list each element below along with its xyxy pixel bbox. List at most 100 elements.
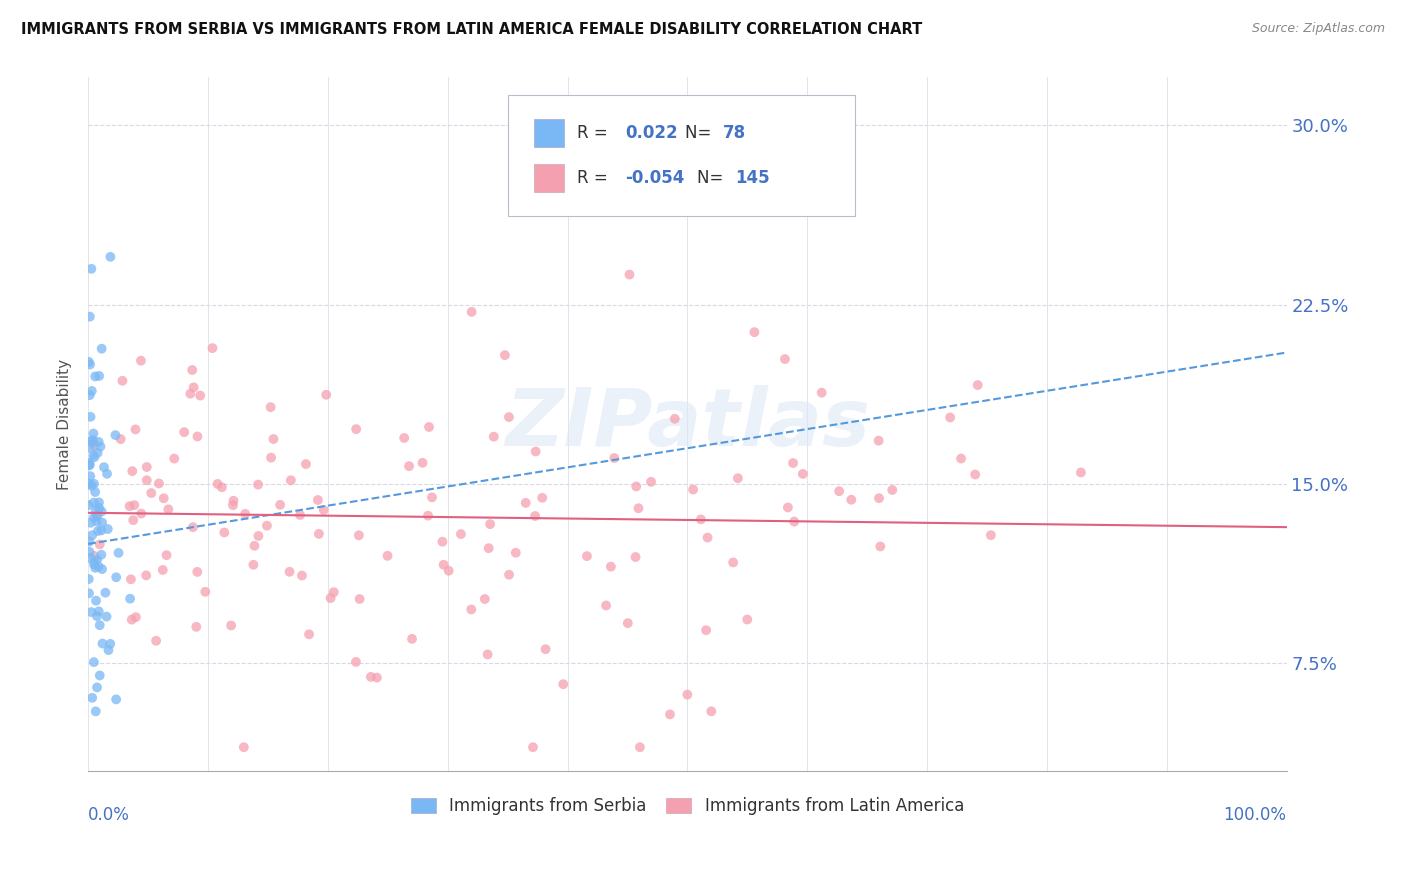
Point: [163, 451, 186, 466]
Point: [86, 446, 108, 460]
Point: [87, 500, 110, 515]
Point: [87, 604, 110, 618]
Point: [839, 492, 862, 507]
Point: [494, 348, 516, 362]
Point: [111, 374, 134, 388]
Point: [96, 609, 118, 624]
Point: [965, 467, 987, 482]
Point: [247, 477, 270, 491]
Point: [77, 498, 100, 512]
Point: [624, 549, 647, 564]
Point: [233, 507, 256, 521]
Point: [773, 352, 796, 367]
Point: [79, 516, 101, 530]
Point: [79, 310, 101, 324]
Point: [90, 342, 112, 356]
Point: [80, 384, 103, 398]
Point: [595, 599, 617, 613]
Point: [505, 546, 527, 560]
Point: [77, 355, 100, 369]
Point: [696, 531, 718, 545]
Point: [84, 503, 107, 517]
Point: [534, 642, 557, 657]
Point: [721, 556, 744, 570]
Point: [603, 450, 626, 465]
Point: [689, 512, 711, 526]
Point: [659, 707, 682, 722]
Point: [347, 528, 370, 542]
Point: [776, 500, 799, 515]
Point: [79, 358, 101, 372]
Point: [298, 627, 321, 641]
Point: [259, 400, 281, 414]
Point: [319, 591, 342, 605]
Bar: [534, 164, 564, 192]
Point: [152, 563, 174, 577]
Point: [86, 681, 108, 695]
Point: [214, 525, 236, 540]
Point: [219, 618, 242, 632]
Point: [269, 498, 291, 512]
Point: [77, 534, 100, 549]
Point: [344, 655, 367, 669]
Point: [82, 528, 104, 542]
Point: [79, 409, 101, 424]
Point: [524, 444, 547, 458]
Point: [173, 425, 195, 439]
Point: [86, 552, 108, 566]
Point: [86, 508, 108, 523]
FancyBboxPatch shape: [508, 95, 855, 216]
Point: [772, 130, 794, 145]
Point: [97, 643, 120, 657]
Point: [87, 495, 110, 509]
Point: [152, 491, 174, 506]
Point: [181, 363, 204, 377]
Point: [125, 610, 148, 624]
Point: [79, 545, 101, 559]
Point: [90, 504, 112, 518]
Point: [307, 493, 329, 508]
Point: [79, 441, 101, 455]
Text: 145: 145: [735, 169, 770, 187]
Point: [222, 498, 245, 512]
Point: [89, 668, 111, 682]
Point: [104, 428, 127, 442]
Point: [744, 325, 766, 339]
Point: [105, 692, 128, 706]
Point: [121, 464, 143, 478]
Point: [418, 420, 440, 434]
Text: R =: R =: [576, 169, 613, 187]
Point: [478, 541, 501, 556]
Point: [129, 353, 152, 368]
Point: [868, 434, 890, 448]
Point: [735, 613, 758, 627]
Point: [155, 548, 177, 562]
Point: [91, 516, 114, 530]
Point: [288, 508, 311, 522]
Point: [124, 498, 146, 512]
Point: [599, 559, 621, 574]
Point: [98, 637, 121, 651]
Point: [77, 458, 100, 473]
Point: [640, 475, 662, 489]
Point: [77, 586, 100, 600]
Point: [308, 527, 330, 541]
Point: [401, 632, 423, 646]
Point: [676, 688, 699, 702]
Point: [83, 476, 105, 491]
Point: [94, 585, 117, 599]
Point: [82, 690, 104, 705]
Point: [783, 515, 806, 529]
Point: [87, 559, 110, 574]
Point: [553, 677, 575, 691]
Point: [222, 493, 245, 508]
Point: [82, 435, 104, 450]
Point: [412, 456, 434, 470]
Point: [792, 467, 814, 481]
Point: [83, 549, 105, 563]
Point: [89, 537, 111, 551]
Point: [810, 385, 832, 400]
Point: [84, 561, 107, 575]
Point: [450, 527, 472, 541]
Point: [869, 540, 891, 554]
